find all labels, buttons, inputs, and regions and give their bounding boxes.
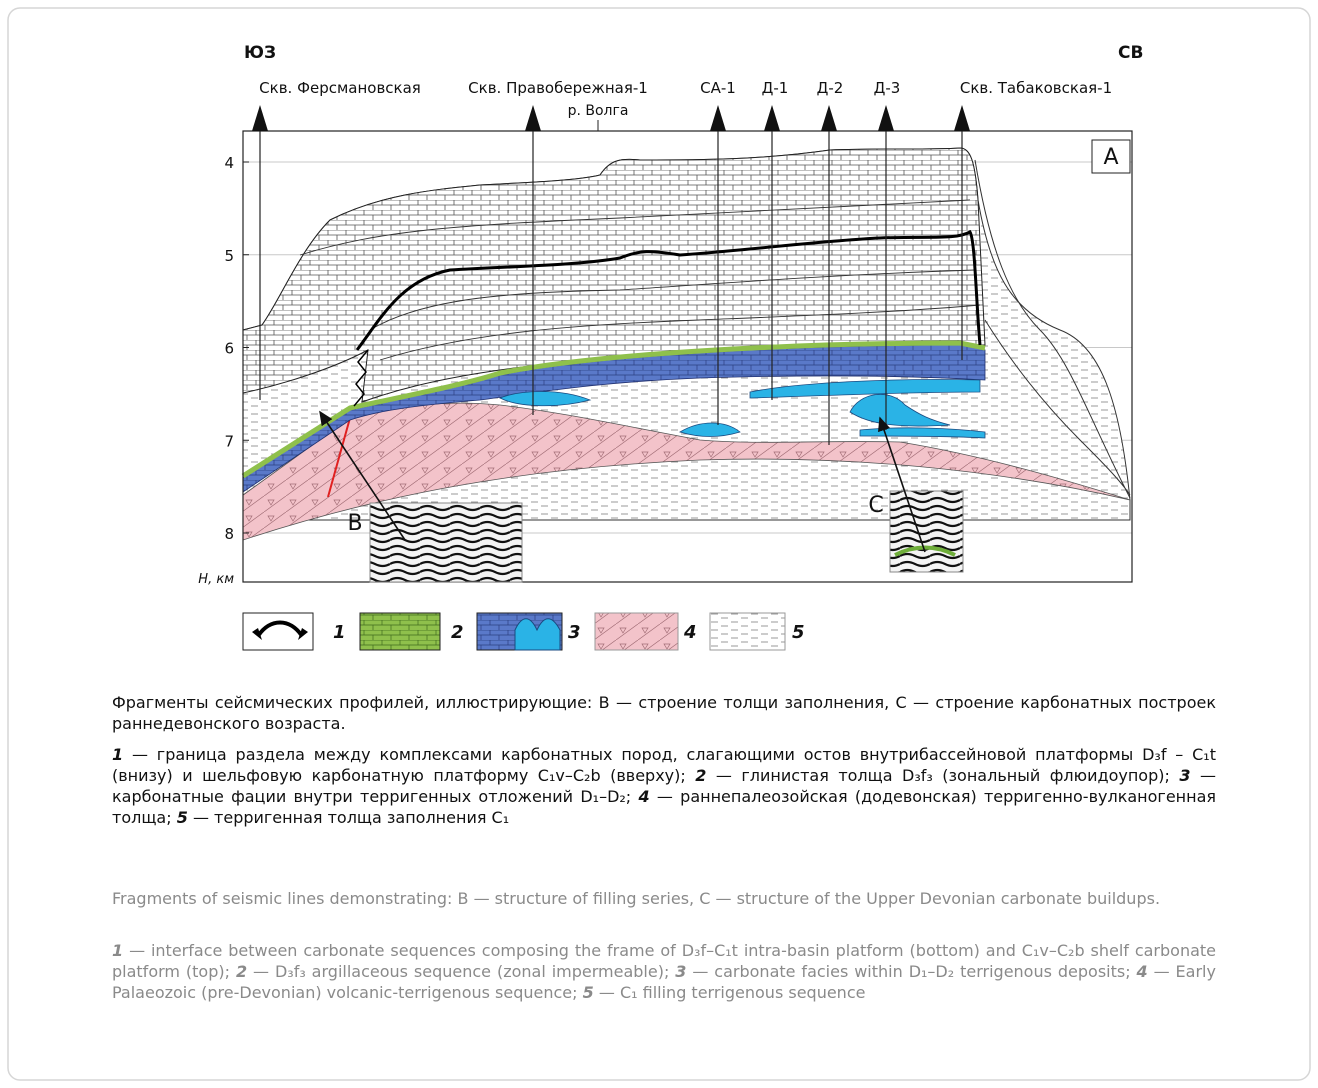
depth-tick-label: 8 [224,525,234,543]
depth-tick-label: 7 [224,432,234,450]
depth-tick-label: 4 [224,154,234,172]
well-label: Д-3 [874,79,901,97]
inset-arrow [319,410,406,541]
depth-ticks: 4 5 6 7 8 [224,154,249,543]
well-arrow [710,105,726,131]
legend-symbol [514,618,561,651]
legend-item-text: — C₁ filling terrigenous sequence [598,983,866,1002]
well-arrow [764,105,780,131]
direction-label: ЮЗ [244,43,276,63]
depth-axis-label: H, км [198,572,234,587]
caption-legend-en: 1 — interface between carbonate sequence… [112,940,1216,1003]
well-label: Д-1 [762,79,789,97]
legend-item-text: — граница раздела между комплексами карб… [112,745,1216,785]
wells: Скв. Ферсмановская Скв. Правобережная-1 СА… [252,79,1112,445]
legend-number: 1 [333,622,346,643]
legend-number: 2 [451,622,464,643]
lens [679,422,741,437]
depth-tick-label: 5 [224,247,234,265]
panel-box [1091,139,1131,174]
legend-swatch [359,612,441,651]
legend-item-number: 5 [582,983,594,1002]
platform-boundary [355,230,982,351]
inset-label: C [868,493,883,518]
fault-line [327,417,351,498]
argillaceous-sequence [241,340,986,479]
legend-number: 4 [683,622,697,643]
legend-item-text: — глинистая толща D₃f₃ (зональный флюидо… [715,766,1170,785]
well-arrow [954,105,970,131]
well-arrow [252,105,268,131]
inset-buildup [894,545,956,557]
caption-legend-ru: 1 — граница раздела между комплексами ка… [112,744,1216,828]
legend-symbol [256,620,304,638]
legend-item-text: — carbonate facies within D₁–D₂ terrigen… [692,962,1131,981]
carbonate-sequence [242,147,986,403]
layer-line [299,199,981,361]
section-frame [242,130,1133,583]
legend-item-number: 4 [1136,962,1148,981]
legend-item-number: 2 [235,962,248,981]
seismic-inset [889,490,964,573]
well-arrow [525,105,541,131]
seismic-inset [369,502,523,583]
inset-arrow [878,416,926,553]
legend-swatch [709,612,786,651]
well-arrow [821,105,837,131]
legend-item-text: — терригенная толща заполнения C₁ [192,808,510,827]
panel-label: А [1103,145,1118,170]
well-label: Скв. Ферсмановская [259,79,421,97]
legend-item-text: — D₃f₃ argillaceous sequence (zonal impe… [253,962,670,981]
legend-item-text: — раннепалеозойская (додевонская) терриг… [112,787,1217,827]
lens [499,391,592,407]
lens [859,427,986,439]
legend-number: 3 [568,622,581,643]
legend-item-number: 4 [638,787,650,806]
legend-item-number: 3 [1179,766,1191,785]
well-label: Скв. Правобережная-1 [468,79,648,97]
legend-item-number: 1 [112,745,124,764]
legend: 1 2 3 4 5 [242,612,805,651]
lens [749,379,981,399]
legend-symbol [252,628,308,640]
legend-item-text: — Early Palaeozoic (pre-Devonian) volcan… [112,962,1216,1002]
legend-item-number: 5 [176,808,188,827]
inset-label: B [347,511,362,536]
legend-item-text: — карбонатные фации внутри терригенных о… [112,766,1217,806]
legend-item-number: 1 [112,941,124,960]
legend-swatch [594,612,679,651]
well-arrow [878,105,894,131]
legend-item-number: 2 [695,766,707,785]
well-label: СА-1 [700,79,736,97]
legend-number: 5 [792,622,805,643]
page-frame [7,7,1311,1081]
caption-insets-ru: Фрагменты сейсмических профилей, иллюстр… [112,693,1216,733]
facies-transition [353,349,369,407]
well-label: Скв. Табаковская-1 [960,79,1112,97]
river-label: р. Волга [568,103,629,119]
depth-tick-label: 6 [224,340,234,358]
caption-insets-en: Fragments of seismic lines demonstrating… [112,889,1161,908]
legend-item-number: 3 [675,962,687,981]
legend-item-text: — interface between carbonate sequences … [112,941,1217,981]
basement-sequence [242,402,1131,541]
carbonate-lenses [499,379,986,439]
direction-label: СВ [1118,43,1143,63]
well-label: Д-2 [817,79,844,97]
flank-line [974,159,1131,499]
